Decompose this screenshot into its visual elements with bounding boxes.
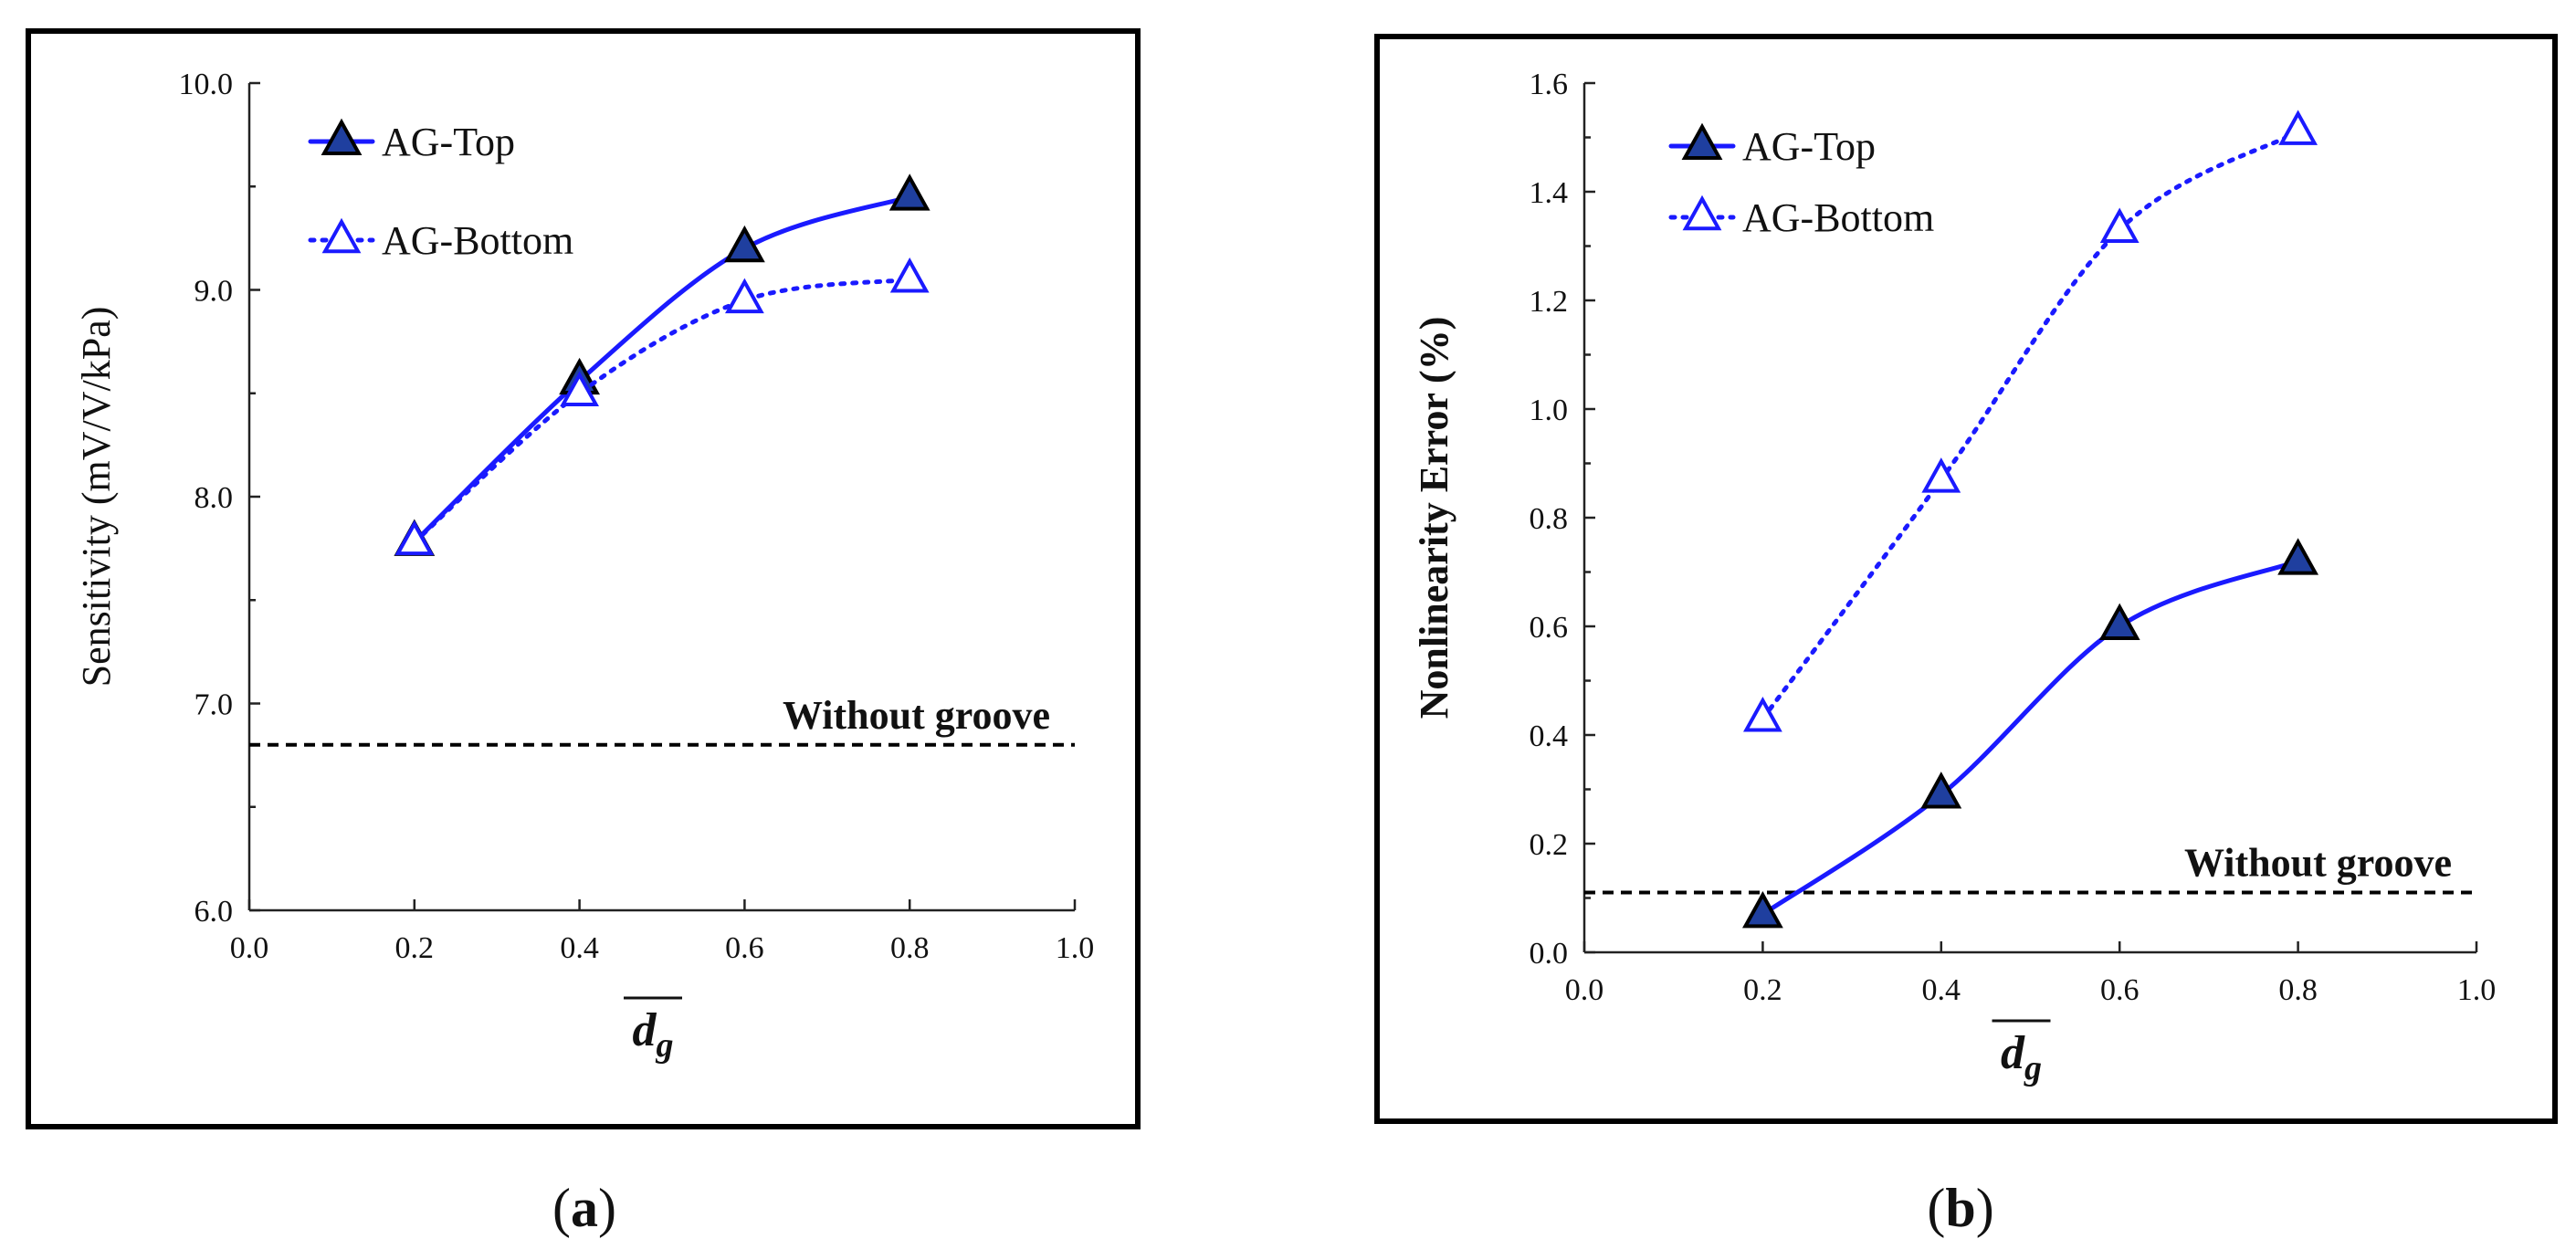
series-line-ag-bottom — [412, 277, 912, 545]
legend-label: AG-Bottom — [382, 218, 573, 263]
legend-marker — [321, 217, 362, 254]
legend-marker — [321, 118, 363, 155]
caption-close: ) — [1976, 1178, 1994, 1238]
x-axis-label-main: d — [633, 1004, 657, 1056]
y-axis-label: Nonlinearity Error (%) — [1412, 317, 1456, 719]
panel-a-frame — [26, 28, 1141, 1129]
y-axis-label: Sensitivity (mV/V/kPa) — [74, 307, 119, 688]
panel-b-frame — [1374, 34, 2558, 1124]
data-point-ag-top — [1920, 772, 1962, 809]
legend-label: AG-Top — [1742, 124, 1876, 169]
x-axis-label: dg — [2001, 1027, 2042, 1087]
panel-b-caption: (b) — [1927, 1178, 1993, 1238]
panel-a-plot: 6.0 7.0 8.0 9.0 10.0 0.0 0.2 0.4 0.6 0.8 1.0 Sensit… — [74, 68, 1094, 1065]
y-tick-label: 0.2 — [1530, 828, 1569, 862]
y-tick-label: 10.0 — [179, 68, 234, 101]
x-tick-label: 1.0 — [1056, 931, 1095, 965]
y-tick-label: 8.0 — [195, 481, 234, 515]
data-point-ag-bottom — [889, 257, 930, 293]
x-tick-label: 0.2 — [395, 931, 435, 965]
data-point-ag-bottom — [2278, 110, 2318, 145]
x-tick-label: 1.0 — [2457, 973, 2497, 1007]
y-tick-label: 9.0 — [195, 275, 234, 309]
y-tick-label: 0.6 — [1530, 611, 1569, 645]
x-axis-label-main: d — [2001, 1027, 2025, 1079]
x-tick-label: 0.0 — [230, 931, 269, 965]
caption-open: ( — [552, 1178, 571, 1238]
legend-label: AG-Top — [382, 120, 515, 164]
data-point-ag-top — [2277, 538, 2318, 575]
reference-label: Without groove — [2184, 841, 2452, 886]
x-tick-label: 0.4 — [560, 931, 599, 965]
data-point-ag-bottom — [1921, 457, 1961, 493]
x-tick-label: 0.8 — [890, 931, 930, 965]
panel-a-caption: (a) — [552, 1178, 616, 1238]
data-point-ag-bottom — [560, 371, 599, 407]
panel-b-plot: 0.0 0.2 0.4 0.6 0.8 1.0 1.2 1.4 1.6 0.0 0.2 0.4 0.6 0… — [1412, 68, 2496, 1087]
panel-b: 0.0 0.2 0.4 0.6 0.8 1.0 1.2 1.4 1.6 0.0 0.2 0.4 0.6 0… — [1374, 34, 2558, 1238]
data-point-ag-top — [2098, 603, 2140, 640]
series-line-ag-top — [412, 194, 912, 545]
series-line-ag-bottom — [1760, 130, 2301, 721]
y-tick-label: 1.4 — [1530, 176, 1569, 210]
caption-letter: b — [1945, 1178, 1975, 1238]
y-tick-label: 0.0 — [1530, 937, 1569, 971]
x-axis-label-sub: g — [2024, 1049, 2042, 1087]
x-tick-label: 0.0 — [1565, 973, 1604, 1007]
legend-marker — [1681, 122, 1723, 160]
caption-letter: a — [571, 1178, 598, 1238]
x-tick-label: 0.6 — [2100, 973, 2140, 1007]
data-point-ag-top — [888, 173, 931, 211]
y-tick-label: 1.6 — [1530, 68, 1569, 101]
y-tick-label: 1.0 — [1530, 394, 1569, 427]
x-tick-label: 0.6 — [725, 931, 764, 965]
y-tick-label: 6.0 — [195, 895, 234, 929]
data-point-ag-bottom — [394, 520, 435, 556]
data-point-ag-top — [724, 225, 765, 263]
data-point-ag-bottom — [1743, 696, 1782, 732]
data-point-ag-top — [1742, 891, 1783, 929]
caption-open: ( — [1927, 1178, 1945, 1238]
legend-label: AG-Bottom — [1742, 195, 1934, 240]
legend-marker — [1682, 194, 1722, 231]
caption-close: ) — [598, 1178, 616, 1238]
y-tick-label: 0.4 — [1530, 719, 1569, 753]
x-tick-label: 0.4 — [1922, 973, 1961, 1007]
x-tick-label: 0.2 — [1743, 973, 1782, 1007]
y-tick-label: 1.2 — [1530, 285, 1569, 319]
x-tick-label: 0.8 — [2278, 973, 2318, 1007]
x-axis-label: dg — [633, 1004, 674, 1065]
data-point-ag-bottom — [2099, 207, 2140, 243]
y-tick-label: 0.8 — [1530, 502, 1569, 536]
x-axis-label-sub: g — [656, 1026, 674, 1065]
series-line-ag-top — [1760, 559, 2301, 917]
panel-a: 6.0 7.0 8.0 9.0 10.0 0.0 0.2 0.4 0.6 0.8 1.0 Sensit… — [26, 28, 1141, 1238]
data-point-ag-bottom — [725, 278, 764, 314]
reference-label: Without groove — [783, 693, 1050, 738]
y-tick-label: 7.0 — [195, 688, 234, 722]
